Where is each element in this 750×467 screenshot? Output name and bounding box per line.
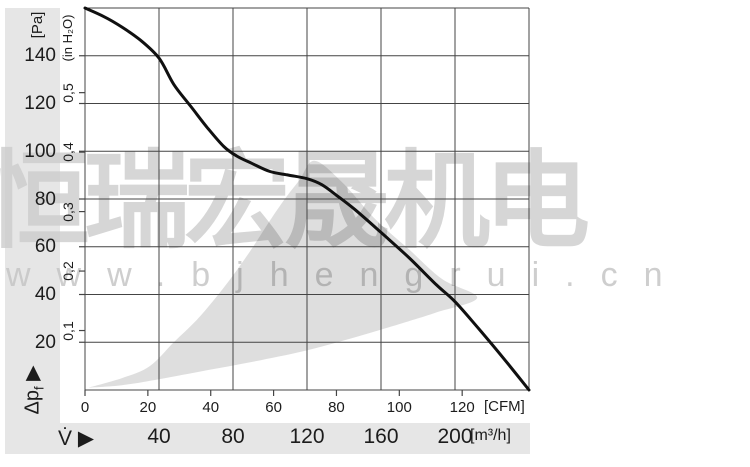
m3h-tick-label: 120: [289, 425, 325, 448]
m3h-tick-label: 160: [363, 425, 399, 448]
pa-tick-label: 140: [24, 45, 56, 67]
pa-tick-label: 80: [34, 188, 56, 210]
cfm-tick-label: 120: [449, 399, 475, 416]
pa-tick-label: 60: [34, 236, 56, 258]
cfm-tick-label: 0: [80, 399, 90, 416]
up-arrow-icon: ▶: [21, 365, 44, 381]
inh2o-tick-label: 0,4: [60, 142, 76, 162]
m3h-tick-label: 200: [437, 425, 473, 448]
bottom-axis-band: [60, 423, 530, 454]
watermark-chinese-text: 恒瑞宏晟机电: [0, 146, 590, 258]
cfm-tick-label: 80: [328, 399, 345, 416]
cfm-tick-label: 20: [139, 399, 157, 416]
watermark-url-text: www.bjhengrui.cn: [6, 255, 688, 295]
cfm-tick-label: 100: [386, 399, 412, 416]
m3h-tick-label: 80: [221, 425, 245, 448]
cfm-tick-label: 40: [202, 399, 220, 416]
y-axis-quantity-label: Δpf ▶: [20, 365, 47, 414]
delta-p-subscript: f: [31, 386, 47, 391]
inh2o-tick-label: 0,3: [60, 201, 76, 222]
inh2o-tick-label: 0,1: [60, 320, 76, 341]
pa-tick-label: 100: [24, 140, 56, 162]
cfm-tick-label: 60: [265, 399, 282, 416]
right-arrow-icon: ▶: [77, 427, 95, 450]
cfm-unit-label: [CFM]: [484, 398, 525, 415]
delta-p-label: Δp: [21, 390, 44, 415]
m3h-tick-label: 40: [147, 425, 171, 448]
pa-unit-label: [Pa]: [29, 11, 46, 39]
pa-tick-label: 120: [24, 93, 56, 114]
pa-tick-label: 20: [34, 331, 56, 353]
pa-tick-label: 40: [34, 284, 56, 305]
shaded-operating-region: [88, 160, 478, 388]
inh2o-tick-label: 0,2: [60, 261, 76, 281]
x-axis-quantity-label: V̇ ▶: [58, 426, 94, 451]
left-axis-band: [5, 8, 60, 454]
m3h-unit-label: [m³/h]: [470, 427, 511, 444]
v-dot-label: V̇: [58, 427, 73, 450]
inh2o-tick-label: 0,5: [60, 82, 76, 103]
inh2o-unit-label: (in H₂O): [60, 14, 75, 62]
fan-curve: [83, 6, 531, 392]
